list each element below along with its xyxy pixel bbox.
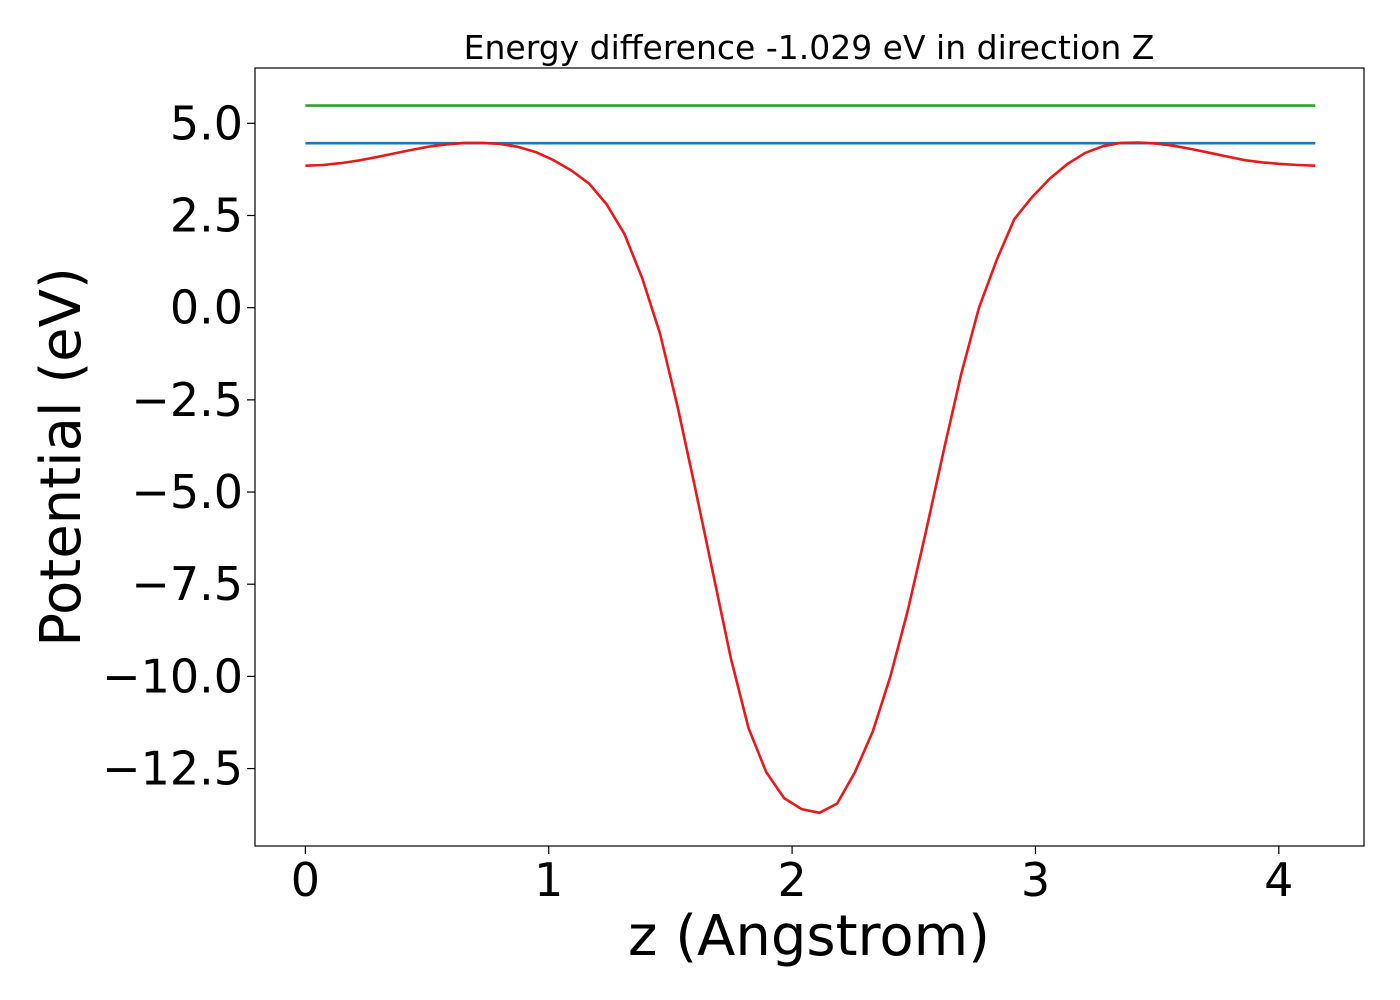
y-axis-ticks: 5.0 2.5 0.0 −2.5 −5.0 −7.5 −10.0 −12.5 bbox=[102, 96, 255, 796]
x-tick-label: 0 bbox=[291, 853, 320, 907]
series-layer bbox=[305, 104, 1316, 815]
y-axis-label: Potential (eV) bbox=[29, 267, 94, 647]
x-tick-label: 2 bbox=[777, 853, 806, 907]
y-tick-label: −12.5 bbox=[102, 742, 243, 796]
y-tick-label: 5.0 bbox=[170, 96, 243, 150]
x-tick-label: 1 bbox=[534, 853, 563, 907]
y-tick-label: −7.5 bbox=[131, 557, 243, 611]
y-tick-label: 2.5 bbox=[170, 188, 243, 242]
y-tick-label: 0.0 bbox=[170, 281, 243, 335]
plot-area bbox=[254, 67, 1365, 847]
y-tick-label: −10.0 bbox=[102, 649, 243, 703]
series-line-2 bbox=[305, 141, 1316, 815]
chart-title: Energy difference -1.029 eV in direction… bbox=[464, 28, 1155, 67]
y-tick-label: −5.0 bbox=[131, 465, 243, 519]
x-tick-label: 3 bbox=[1021, 853, 1050, 907]
x-axis-label: z (Angstrom) bbox=[628, 904, 990, 969]
x-tick-label: 4 bbox=[1264, 853, 1293, 907]
x-axis-ticks: 0 1 2 3 4 bbox=[291, 846, 1293, 907]
y-tick-label: −2.5 bbox=[131, 373, 243, 427]
